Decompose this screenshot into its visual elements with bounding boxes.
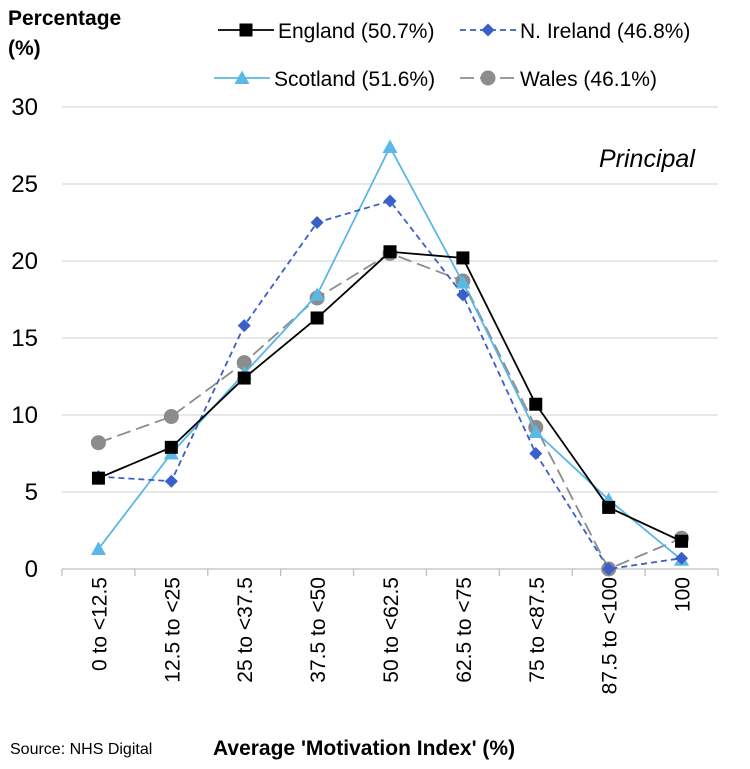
diamond-marker <box>529 447 543 460</box>
x-tick-label: 12.5 to <25 <box>161 577 184 683</box>
series-line <box>98 250 682 543</box>
diamond-marker <box>675 551 689 565</box>
triangle-marker <box>309 287 325 301</box>
x-axis-title: Average 'Motivation Index' (%) <box>213 737 516 760</box>
series-line <box>97 145 683 561</box>
legend-label: Wales (46.1%) <box>520 68 657 91</box>
y-tick-label: 15 <box>11 325 38 352</box>
square-marker <box>91 471 105 485</box>
diamond-marker <box>383 194 397 208</box>
chart-annotation: Principal <box>599 145 695 173</box>
y-axis-title-line-1: Percentage <box>8 7 122 30</box>
circle-marker <box>90 435 106 451</box>
y-axis-title-line-2: (%) <box>8 37 41 60</box>
triangle-marker <box>528 424 544 438</box>
y-axis-title: Percentage (%) <box>8 4 121 64</box>
series-line <box>98 252 682 571</box>
legend-label: N. Ireland (46.8%) <box>520 20 690 43</box>
legend-label: Scotland (51.6%) <box>274 68 435 91</box>
y-tick-label: 20 <box>11 248 38 275</box>
diamond-marker <box>456 288 470 302</box>
x-tick-label: 62.5 to <75 <box>453 577 476 683</box>
square-marker <box>383 245 397 259</box>
square-marker <box>239 23 253 37</box>
x-tick-label: 50 to <62.5 <box>380 577 403 683</box>
y-tick-label: 0 <box>25 556 38 583</box>
circle-marker <box>480 70 496 86</box>
y-tick-label: 5 <box>25 479 38 506</box>
y-tick-label: 25 <box>11 171 38 198</box>
circle-marker <box>236 355 252 371</box>
circle-marker <box>163 409 179 425</box>
series-line <box>98 199 682 570</box>
square-marker <box>164 440 178 454</box>
triangle-marker <box>455 275 471 289</box>
triangle-marker <box>234 70 250 84</box>
triangle-marker <box>90 541 106 555</box>
x-tick-label: 75 to <87.5 <box>526 577 549 683</box>
source-note: Source: NHS Digital <box>10 741 153 758</box>
x-tick-label: 25 to <37.5 <box>234 577 257 683</box>
diamond-marker <box>602 562 616 576</box>
square-marker <box>456 251 470 265</box>
square-marker <box>237 371 251 385</box>
y-tick-label: 10 <box>11 402 38 429</box>
square-marker <box>310 311 324 325</box>
x-tick-label: 100 <box>672 577 695 612</box>
triangle-marker <box>382 139 398 154</box>
square-marker <box>602 500 616 514</box>
x-tick-label: 0 to <12.5 <box>88 577 111 671</box>
diamond-marker <box>237 319 251 333</box>
legend-label: England (50.7%) <box>278 20 434 43</box>
square-marker <box>529 397 543 411</box>
x-tick-label: 87.5 to <100 <box>599 577 622 694</box>
diamond-marker <box>481 23 495 37</box>
square-marker <box>675 534 689 548</box>
y-tick-label: 30 <box>11 94 38 121</box>
diamond-marker <box>164 474 178 488</box>
diamond-marker <box>310 216 324 229</box>
x-tick-label: 37.5 to <50 <box>307 577 330 683</box>
